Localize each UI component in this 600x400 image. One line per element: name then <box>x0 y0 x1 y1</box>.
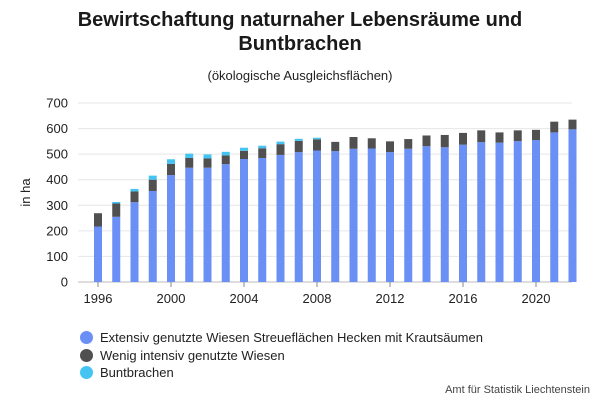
y-tick-label-700: 700 <box>46 96 68 111</box>
bar-wenig-intensiv-2021 <box>550 121 559 133</box>
bar-buntbrachen-2004 <box>240 147 248 151</box>
bar-extensiv-1997 <box>112 216 121 282</box>
x-tick-label-2004: 2004 <box>230 291 259 306</box>
x-tick-label-1996: 1996 <box>84 291 113 306</box>
bar-extensiv-2015 <box>440 147 449 282</box>
bar-wenig-intensiv-2018 <box>495 132 504 143</box>
bar-buntbrachen-2002 <box>203 154 212 159</box>
legend-swatch-extensiv <box>80 331 93 345</box>
y-axis-label: in ha <box>18 178 33 207</box>
bar-wenig-intensiv-2004 <box>240 150 248 160</box>
chart-title-line-1: Bewirtschaftung naturnaher Lebensräume u… <box>77 9 523 31</box>
bar-wenig-intensiv-2016 <box>459 132 467 145</box>
chart-subtitle: (ökologische Ausgleichsflächen) <box>207 68 393 83</box>
y-tick-label-0: 0 <box>61 275 68 290</box>
bar-extensiv-2000 <box>167 175 175 282</box>
bar-buntbrachen-2007 <box>294 138 303 141</box>
bar-wenig-intensiv-2022 <box>568 119 577 130</box>
bar-buntbrachen-2003 <box>221 151 230 156</box>
chart-title: Bewirtschaftung naturnaher Lebensräume u… <box>0 8 600 56</box>
bar-wenig-intensiv-1998 <box>130 191 139 203</box>
bar-extensiv-2001 <box>185 167 194 282</box>
legend-swatch-buntbrachen <box>80 366 93 380</box>
x-tick-label-2012: 2012 <box>376 291 405 306</box>
bar-wenig-intensiv-2008 <box>313 139 321 151</box>
bar-extensiv-2010 <box>349 148 358 282</box>
bar-wenig-intensiv-2013 <box>404 139 413 149</box>
bar-wenig-intensiv-1999 <box>148 179 157 191</box>
bar-extensiv-2021 <box>550 132 559 282</box>
bar-extensiv-2003 <box>221 164 230 282</box>
bar-wenig-intensiv-2005 <box>258 148 267 158</box>
bar-wenig-intensiv-2019 <box>513 130 522 142</box>
bar-wenig-intensiv-2017 <box>477 130 486 143</box>
bar-wenig-intensiv-2009 <box>331 141 340 152</box>
legend-item-wenig-intensiv[interactable]: Wenig intensiv genutzte Wiesen <box>80 347 483 365</box>
bar-extensiv-2016 <box>459 144 467 282</box>
y-tick-label-100: 100 <box>46 249 68 264</box>
bar-buntbrachen-1999 <box>148 175 157 180</box>
bar-extensiv-2013 <box>404 148 413 282</box>
bar-extensiv-2002 <box>203 167 212 282</box>
chart-title-line-2: Buntbrachen <box>238 33 362 55</box>
bar-wenig-intensiv-2000 <box>167 163 175 176</box>
bar-wenig-intensiv-1996 <box>94 213 102 227</box>
bar-buntbrachen-2000 <box>167 159 175 164</box>
bar-wenig-intensiv-2011 <box>367 138 376 149</box>
bar-wenig-intensiv-2010 <box>349 137 358 149</box>
bar-extensiv-2012 <box>386 152 394 282</box>
y-tick-label-400: 400 <box>46 172 68 187</box>
legend-item-extensiv[interactable]: Extensiv genutzte Wiesen Streueflächen H… <box>80 329 483 347</box>
y-tick-label-300: 300 <box>46 198 68 213</box>
bar-buntbrachen-1998 <box>130 188 139 192</box>
bar-wenig-intensiv-2001 <box>185 157 194 168</box>
bar-extensiv-2018 <box>495 142 504 282</box>
bar-wenig-intensiv-2012 <box>386 141 394 153</box>
bar-buntbrachen-2008 <box>313 137 321 140</box>
bar-buntbrachen-2005 <box>258 145 267 149</box>
bar-wenig-intensiv-2014 <box>422 135 431 147</box>
bar-wenig-intensiv-1997 <box>112 203 121 217</box>
bar-extensiv-2004 <box>240 159 248 282</box>
bar-buntbrachen-1997 <box>112 201 121 204</box>
bar-extensiv-2017 <box>477 142 486 282</box>
x-tick-label-2008: 2008 <box>303 291 332 306</box>
bar-extensiv-2014 <box>422 146 431 282</box>
y-tick-label-500: 500 <box>46 147 68 162</box>
bar-wenig-intensiv-2006 <box>276 144 285 155</box>
legend-swatch-wenig-intensiv <box>80 348 93 362</box>
x-tick-label-2020: 2020 <box>522 291 551 306</box>
legend-label-extensiv: Extensiv genutzte Wiesen Streueflächen H… <box>100 330 483 346</box>
bar-buntbrachen-2001 <box>185 153 194 158</box>
bar-wenig-intensiv-2003 <box>221 155 230 165</box>
bar-extensiv-2006 <box>276 154 285 282</box>
bar-extensiv-2009 <box>331 151 340 282</box>
legend-label-wenig-intensiv: Wenig intensiv genutzte Wiesen <box>100 347 285 363</box>
source-credit: Amt für Statistik Liechtenstein <box>445 384 590 396</box>
y-tick-label-200: 200 <box>46 223 68 238</box>
chart-legend: Extensiv genutzte Wiesen Streueflächen H… <box>80 329 483 382</box>
x-tick-label-2016: 2016 <box>449 291 478 306</box>
bar-wenig-intensiv-2007 <box>294 140 303 153</box>
y-tick-label-600: 600 <box>46 121 68 136</box>
bar-extensiv-2005 <box>258 157 267 282</box>
bar-extensiv-2022 <box>568 129 577 282</box>
bar-extensiv-2008 <box>313 150 321 282</box>
legend-item-buntbrachen[interactable]: Buntbrachen <box>80 364 483 382</box>
bar-extensiv-2020 <box>532 140 540 282</box>
bar-extensiv-1996 <box>94 226 102 282</box>
bar-wenig-intensiv-2015 <box>440 134 449 148</box>
bar-buntbrachen-2006 <box>276 141 285 145</box>
legend-label-buntbrachen: Buntbrachen <box>100 365 174 381</box>
bar-wenig-intensiv-2020 <box>532 129 540 141</box>
bar-extensiv-2007 <box>294 152 303 282</box>
bar-extensiv-2019 <box>513 141 522 282</box>
bar-extensiv-2011 <box>367 148 376 282</box>
bar-extensiv-1998 <box>130 202 139 282</box>
bar-extensiv-1999 <box>148 190 157 282</box>
bar-wenig-intensiv-2002 <box>203 158 212 168</box>
x-tick-label-2000: 2000 <box>157 291 186 306</box>
